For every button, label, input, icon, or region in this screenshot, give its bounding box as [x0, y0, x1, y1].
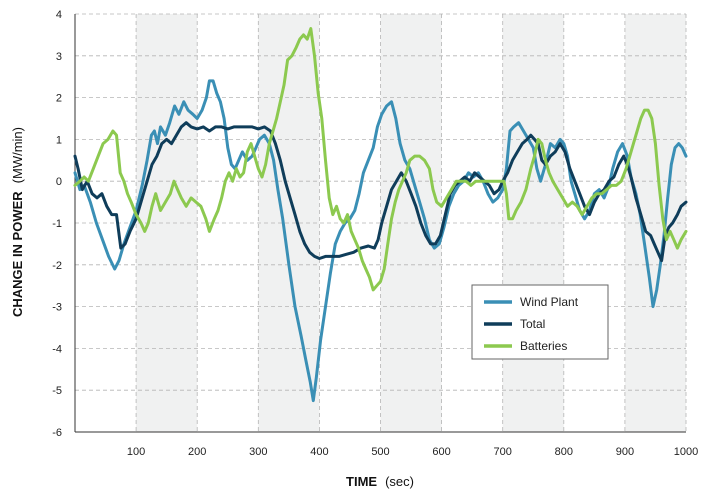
y-tick-label: -2	[52, 260, 62, 272]
legend-item-wind-plant: Wind Plant	[484, 295, 579, 309]
legend-label-batteries: Batteries	[520, 339, 567, 353]
x-tick-label: 300	[249, 446, 267, 458]
legend: Wind Plant Total Batteries	[471, 284, 609, 360]
y-tick-label: -4	[52, 343, 62, 355]
x-tick-label: 1000	[674, 446, 698, 458]
y-tick-label: -3	[52, 302, 62, 314]
x-tick-label: 900	[616, 446, 634, 458]
x-tick-label: 800	[555, 446, 573, 458]
y-tick-label: 4	[56, 9, 62, 21]
gridlines	[75, 13, 687, 432]
x-tick-label: 700	[494, 446, 512, 458]
legend-item-batteries: Batteries	[484, 339, 567, 353]
y-tick-label: 3	[56, 51, 62, 63]
series-lines	[73, 27, 688, 403]
series-line-wind-plant	[73, 79, 688, 403]
y-tick-label: 2	[56, 93, 62, 105]
legend-label-wind-plant: Wind Plant	[520, 295, 579, 309]
axes	[74, 14, 686, 433]
tick-labels: 4 3 2 1 0 -1 -2 -3 -4 -5 -6 100 200 300 400 500 600 700 80…	[52, 9, 698, 458]
legend-label-total: Total	[520, 317, 545, 331]
y-axis-title: CHANGE IN POWER (MW/min)	[9, 127, 26, 317]
y-tick-label: -1	[52, 218, 62, 230]
x-tick-label: 500	[371, 446, 389, 458]
x-tick-label: 600	[432, 446, 450, 458]
y-tick-label: 1	[56, 134, 62, 146]
legend-item-total: Total	[484, 317, 545, 331]
x-tick-label: 400	[310, 446, 328, 458]
y-tick-label: -5	[52, 385, 62, 397]
shaded-band-4	[624, 14, 686, 432]
y-tick-label: -6	[52, 427, 62, 439]
y-tick-label: 0	[56, 176, 62, 188]
series-line-batteries	[73, 27, 688, 292]
x-tick-label: 100	[127, 446, 145, 458]
x-axis-title: TIME (sec)	[346, 473, 414, 490]
x-tick-label: 200	[188, 446, 206, 458]
